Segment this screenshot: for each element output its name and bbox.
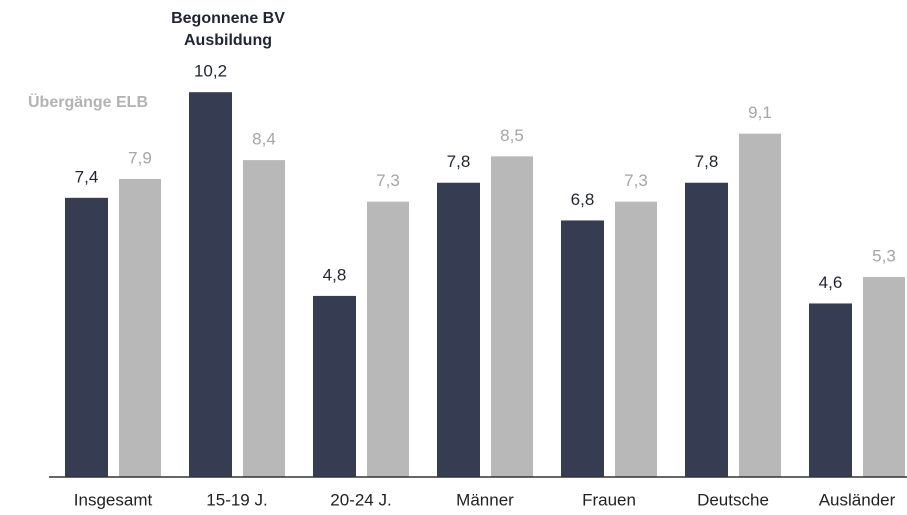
value-label: 7,3: [624, 171, 648, 190]
x-tick-label: Frauen: [582, 490, 636, 509]
bar: [367, 201, 409, 477]
x-tick-label: 20-24 J.: [330, 490, 391, 509]
x-tick-label: Insgesamt: [74, 490, 153, 509]
value-label: 10,2: [194, 62, 227, 81]
value-label: 6,8: [571, 190, 595, 209]
x-tick-label: Männer: [456, 490, 514, 509]
value-label: 4,8: [323, 265, 347, 284]
x-tick-label: 15-19 J.: [206, 490, 267, 509]
bar: [119, 178, 161, 478]
bar: [561, 220, 604, 478]
bar: [243, 160, 285, 477]
bar: [437, 182, 480, 477]
bar: [491, 156, 533, 477]
value-label: 8,4: [252, 130, 276, 149]
bar: [809, 303, 852, 477]
bar: [863, 277, 905, 477]
value-label: 7,3: [376, 171, 400, 190]
value-label: 7,9: [128, 148, 152, 167]
value-label: 4,6: [819, 273, 843, 292]
bar: [189, 92, 232, 477]
value-label: 7,4: [75, 167, 99, 186]
series-name: Übergänge ELB: [27, 94, 148, 111]
value-label: 5,3: [872, 247, 896, 266]
value-label: 9,1: [748, 103, 772, 122]
bar: [313, 295, 356, 477]
series-name: Begonnene BV Ausbildung: [171, 10, 285, 49]
value-label: 7,8: [695, 152, 719, 171]
x-tick-label: Ausländer: [819, 490, 896, 509]
bar: [615, 201, 657, 477]
bar: [739, 133, 781, 477]
value-label: 7,8: [447, 152, 471, 171]
bar: [65, 197, 108, 477]
value-label: 8,5: [500, 126, 524, 145]
bar: [685, 182, 728, 477]
x-tick-label: Deutsche: [697, 490, 769, 509]
